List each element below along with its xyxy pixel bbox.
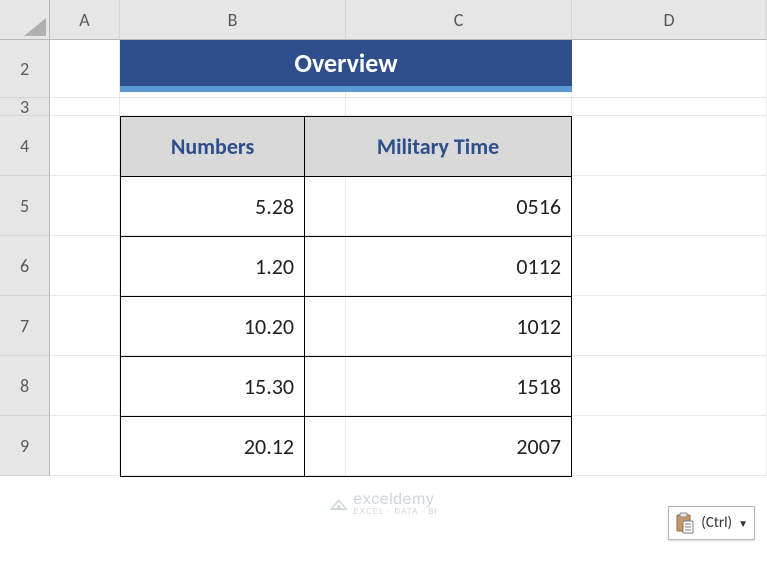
watermark-text: exceldemy EXCEL · DATA · BI <box>353 491 437 516</box>
cell-C3[interactable] <box>346 98 572 116</box>
cell-A8[interactable] <box>50 356 120 416</box>
cell-military[interactable]: 2007 <box>305 417 572 477</box>
select-all-corner[interactable] <box>0 0 50 40</box>
cell-A5[interactable] <box>50 176 120 236</box>
col-header-A[interactable]: A <box>50 0 120 40</box>
row-header-3[interactable]: 3 <box>0 98 50 116</box>
col-header-B[interactable]: B <box>120 0 346 40</box>
col-header-C[interactable]: C <box>346 0 572 40</box>
cell-D7[interactable] <box>572 296 767 356</box>
cell-military[interactable]: 0516 <box>305 177 572 237</box>
cell-numbers[interactable]: 1.20 <box>121 237 305 297</box>
cell-D3[interactable] <box>572 98 767 116</box>
watermark-brand: exceldemy <box>353 491 434 508</box>
cell-A2[interactable] <box>50 40 120 98</box>
header-military-time[interactable]: Military Time <box>305 117 572 177</box>
cell-D4[interactable] <box>572 116 767 176</box>
paste-options-label: (Ctrl) <box>701 514 732 532</box>
cell-A4[interactable] <box>50 116 120 176</box>
cell-A9[interactable] <box>50 416 120 476</box>
cell-D2[interactable] <box>572 40 767 98</box>
cell-D9[interactable] <box>572 416 767 476</box>
cell-A7[interactable] <box>50 296 120 356</box>
row-header-4[interactable]: 4 <box>0 116 50 176</box>
cell-B3[interactable] <box>120 98 346 116</box>
col-header-D[interactable]: D <box>572 0 767 40</box>
cell-military[interactable]: 0112 <box>305 237 572 297</box>
cell-D8[interactable] <box>572 356 767 416</box>
table-header-row: Numbers Military Time <box>121 117 572 177</box>
row-header-8[interactable]: 8 <box>0 356 50 416</box>
cell-military[interactable]: 1518 <box>305 357 572 417</box>
clipboard-icon <box>675 512 695 534</box>
title-text: Overview <box>294 47 397 79</box>
paste-options-button[interactable]: (Ctrl) ▼ <box>668 506 755 540</box>
row-header-2[interactable]: 2 <box>0 40 50 98</box>
cell-numbers[interactable]: 10.20 <box>121 297 305 357</box>
cell-A3[interactable] <box>50 98 120 116</box>
watermark-tagline: EXCEL · DATA · BI <box>353 507 437 516</box>
cell-numbers[interactable]: 15.30 <box>121 357 305 417</box>
table-row: 1.20 0112 <box>121 237 572 297</box>
exceldemy-logo-icon <box>329 497 347 511</box>
table-row: 15.30 1518 <box>121 357 572 417</box>
row-header-5[interactable]: 5 <box>0 176 50 236</box>
table-row: 20.12 2007 <box>121 417 572 477</box>
cell-numbers[interactable]: 5.28 <box>121 177 305 237</box>
row-header-9[interactable]: 9 <box>0 416 50 476</box>
header-numbers[interactable]: Numbers <box>121 117 305 177</box>
cell-D6[interactable] <box>572 236 767 296</box>
cell-numbers[interactable]: 20.12 <box>121 417 305 477</box>
cell-military[interactable]: 1012 <box>305 297 572 357</box>
watermark: exceldemy EXCEL · DATA · BI <box>329 491 437 516</box>
cell-D5[interactable] <box>572 176 767 236</box>
table-row: 10.20 1012 <box>121 297 572 357</box>
chevron-down-icon: ▼ <box>738 517 748 530</box>
title-banner: Overview <box>120 40 572 92</box>
table-row: 5.28 0516 <box>121 177 572 237</box>
row-header-6[interactable]: 6 <box>0 236 50 296</box>
cell-A6[interactable] <box>50 236 120 296</box>
row-header-7[interactable]: 7 <box>0 296 50 356</box>
data-table: Numbers Military Time 5.28 0516 1.20 011… <box>120 116 572 477</box>
